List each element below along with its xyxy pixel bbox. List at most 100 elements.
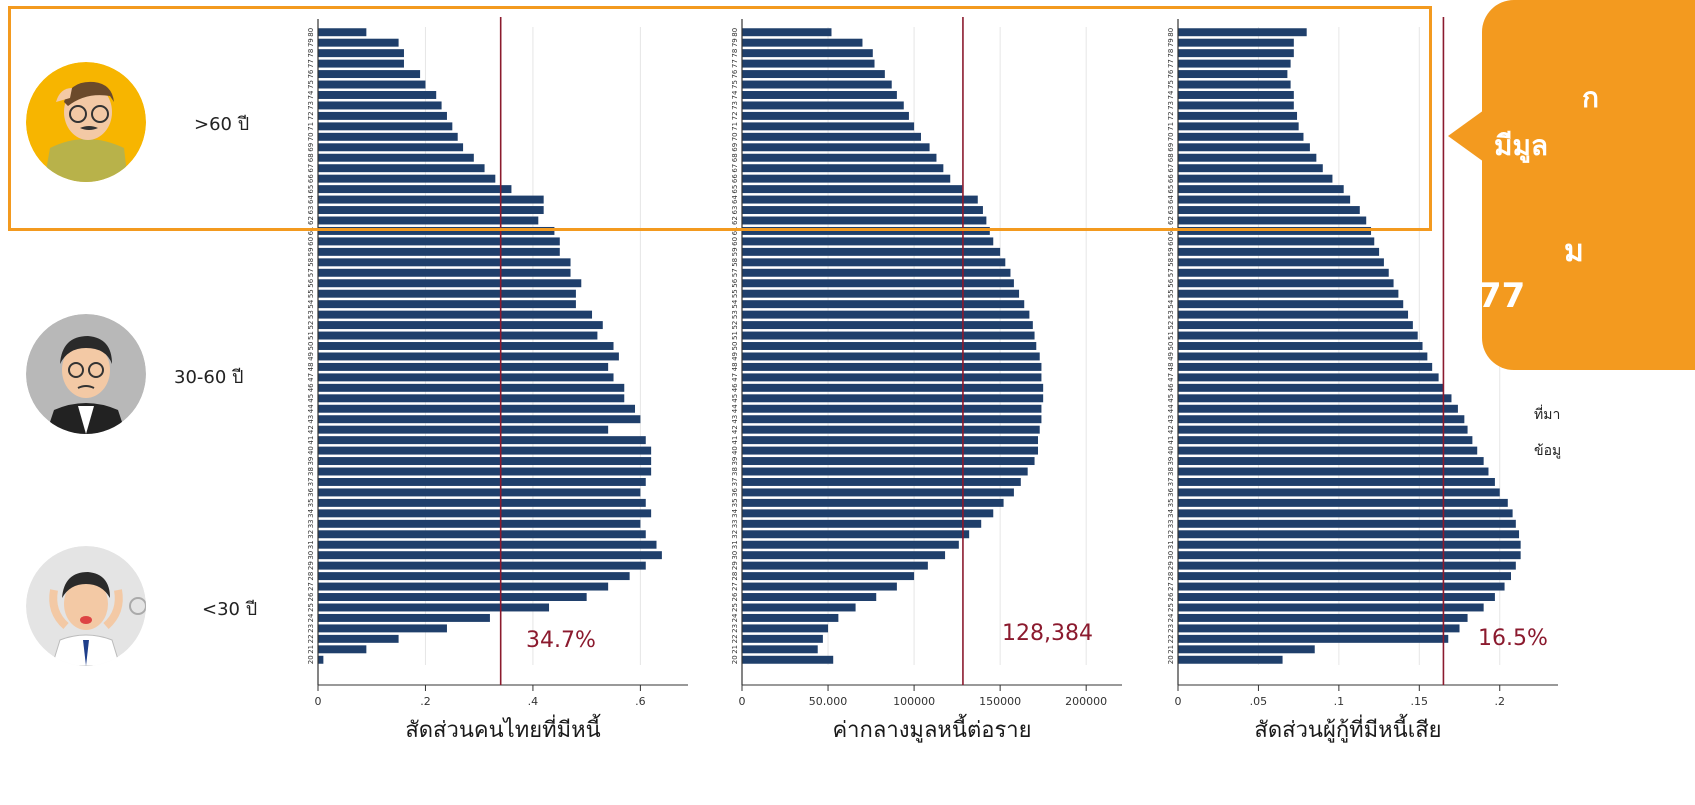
y-tick-label: 64 <box>307 195 315 204</box>
y-tick-label: 64 <box>731 195 739 204</box>
bar <box>1178 394 1452 403</box>
x-tick-label: .05 <box>1250 695 1268 705</box>
worried-man-icon <box>26 314 146 434</box>
y-tick-label: 80 <box>1167 28 1175 37</box>
y-tick-label: 79 <box>307 38 315 47</box>
bar <box>1178 519 1516 528</box>
bar <box>1178 645 1315 654</box>
y-tick-label: 69 <box>1167 143 1175 152</box>
y-tick-label: 24 <box>731 613 739 622</box>
bar <box>318 488 641 497</box>
bar <box>1178 216 1367 225</box>
y-tick-label: 71 <box>307 122 315 131</box>
y-tick-label: 68 <box>1167 153 1175 162</box>
bar <box>318 321 603 330</box>
y-tick-label: 52 <box>731 321 739 330</box>
y-tick-label: 22 <box>1167 634 1175 643</box>
y-tick-label: 75 <box>307 80 315 89</box>
bar <box>1178 446 1478 455</box>
y-tick-label: 54 <box>307 299 315 308</box>
bar <box>318 111 447 120</box>
y-tick-label: 34 <box>307 508 315 517</box>
y-tick-label: 67 <box>731 164 739 173</box>
bar <box>742 593 877 601</box>
bar <box>318 551 662 560</box>
y-tick-label: 42 <box>1167 425 1175 434</box>
y-tick-label: 52 <box>307 321 315 330</box>
bar <box>318 645 367 654</box>
y-tick-label: 34 <box>1167 508 1175 517</box>
y-tick-label: 21 <box>1167 645 1175 654</box>
y-tick-label: 44 <box>307 404 315 413</box>
y-tick-label: 66 <box>731 174 739 183</box>
y-tick-label: 27 <box>731 582 739 591</box>
bar <box>742 530 970 539</box>
bar <box>742 153 937 162</box>
y-tick-label: 70 <box>307 132 315 141</box>
x-tick-label: 200000 <box>1065 695 1107 705</box>
bar <box>742 247 1001 256</box>
bar <box>742 111 909 120</box>
y-tick-label: 22 <box>731 634 739 643</box>
bar <box>318 603 550 612</box>
bar <box>318 373 614 382</box>
y-tick-label: 39 <box>731 457 739 466</box>
y-tick-label: 68 <box>731 153 739 162</box>
y-tick-label: 51 <box>731 331 739 340</box>
y-tick-label: 26 <box>307 592 315 601</box>
bar <box>1178 258 1384 267</box>
bar <box>1178 373 1439 382</box>
callout-line-4: 77 <box>1478 276 1526 316</box>
bar <box>742 49 873 58</box>
bar <box>1178 457 1484 466</box>
bar <box>318 624 447 633</box>
y-tick-label: 77 <box>1167 59 1175 68</box>
bar <box>1178 352 1428 361</box>
bar <box>318 268 571 277</box>
xlabel-share-bad-debt: สัดส่วนผู้กู้ที่มีหนี้เสีย <box>1254 718 1442 743</box>
y-tick-label: 30 <box>731 551 739 560</box>
y-tick-label: 24 <box>1167 613 1175 622</box>
callout-line-3: ม <box>1564 234 1584 269</box>
bar <box>1178 91 1294 99</box>
bar <box>1178 195 1351 204</box>
y-tick-label: 32 <box>1167 530 1175 539</box>
bar <box>742 28 832 37</box>
bar <box>1178 331 1418 340</box>
bar <box>742 477 1021 486</box>
bar <box>742 634 823 643</box>
y-tick-label: 35 <box>307 498 315 507</box>
y-tick-label: 39 <box>307 457 315 466</box>
bar <box>1178 279 1394 288</box>
bar <box>742 394 1044 403</box>
bar <box>742 362 1042 371</box>
y-tick-label: 21 <box>731 645 739 654</box>
y-tick-label: 23 <box>307 624 315 633</box>
bar <box>1178 593 1495 601</box>
y-tick-label: 36 <box>731 487 739 496</box>
y-tick-label: 20 <box>731 655 739 664</box>
bar <box>318 593 587 601</box>
y-tick-label: 36 <box>307 487 315 496</box>
bar <box>318 331 598 340</box>
callout-line-1: ก <box>1582 81 1599 114</box>
bar <box>318 519 641 528</box>
y-tick-label: 30 <box>307 551 315 560</box>
bar <box>742 164 944 173</box>
y-tick-label: 25 <box>307 603 315 612</box>
bar <box>318 561 646 570</box>
bar <box>1178 540 1521 549</box>
y-tick-label: 71 <box>731 122 739 131</box>
y-tick-label: 45 <box>731 394 739 403</box>
bar <box>1178 488 1500 497</box>
y-tick-label: 59 <box>307 247 315 256</box>
y-tick-label: 35 <box>731 498 739 507</box>
y-tick-label: 75 <box>731 80 739 89</box>
y-tick-label: 28 <box>307 572 315 581</box>
bar <box>742 572 915 581</box>
bar <box>1178 174 1333 183</box>
bar <box>1178 28 1307 37</box>
y-tick-label: 65 <box>731 185 739 194</box>
y-tick-label: 63 <box>1167 206 1175 215</box>
y-tick-label: 77 <box>307 59 315 68</box>
